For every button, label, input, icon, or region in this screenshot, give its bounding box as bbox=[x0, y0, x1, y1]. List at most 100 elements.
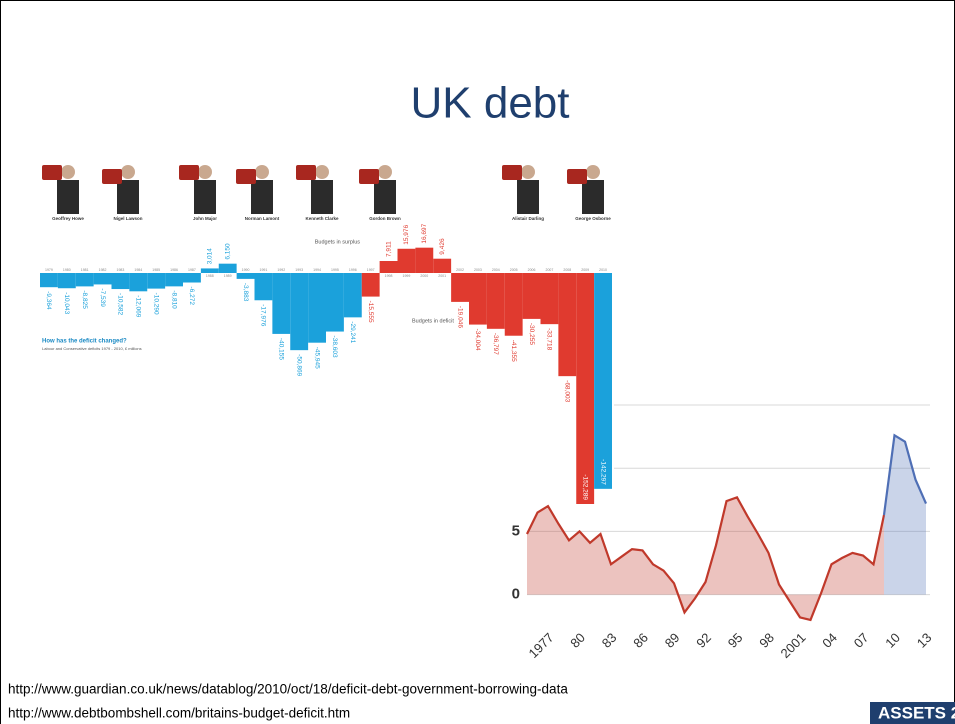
value-label: -152,289 bbox=[581, 474, 588, 500]
bar bbox=[147, 273, 166, 289]
x-tick-label: 1994 bbox=[313, 268, 321, 272]
value-label: 9,426 bbox=[439, 238, 446, 255]
bar bbox=[361, 273, 380, 297]
value-label: -36,797 bbox=[492, 333, 499, 355]
value-label: -9,364 bbox=[45, 291, 52, 310]
value-label: -3,883 bbox=[242, 283, 249, 302]
annotation: Budgets in surplus bbox=[315, 239, 360, 245]
x-tick-label: 1984 bbox=[134, 268, 142, 272]
leader-name: Nigel Lawson bbox=[113, 216, 142, 221]
x-tick-label: 1989 bbox=[224, 274, 232, 278]
x-tick-label: 1997 bbox=[367, 268, 375, 272]
leader-name: Geoffrey Howe bbox=[52, 216, 84, 221]
source-link[interactable]: http://www.debtbombshell.com/britains-bu… bbox=[8, 706, 350, 721]
line bbox=[526, 495, 886, 622]
source-link[interactable]: http://www.guardian.co.uk/news/datablog/… bbox=[8, 682, 568, 697]
x-tick-label: 2006 bbox=[528, 268, 536, 272]
leader-body bbox=[582, 180, 604, 214]
x-tick-label: 2000 bbox=[420, 274, 428, 278]
x-tick-label: 1988 bbox=[206, 274, 214, 278]
x-tick-label: 2002 bbox=[456, 268, 464, 272]
bar bbox=[165, 273, 183, 287]
leader-body bbox=[57, 180, 79, 214]
x-tick-label: 2010 bbox=[599, 268, 607, 272]
x-tick-label: 1990 bbox=[242, 268, 250, 272]
value-label: -40,155 bbox=[278, 338, 285, 360]
value-label: 3,014 bbox=[207, 248, 214, 265]
bar bbox=[236, 273, 255, 279]
value-label: -10,043 bbox=[63, 292, 70, 314]
value-label: -12,069 bbox=[135, 295, 142, 317]
briefcase bbox=[502, 165, 522, 180]
briefcase bbox=[359, 169, 379, 184]
value-label: -10,582 bbox=[117, 293, 124, 315]
x-tick-label: 1981 bbox=[81, 268, 89, 272]
x-tick-label: 1982 bbox=[99, 268, 107, 272]
briefcase bbox=[296, 165, 316, 180]
line bbox=[882, 433, 928, 516]
bar bbox=[75, 273, 94, 287]
leader-head bbox=[121, 165, 135, 179]
value-label: -8,810 bbox=[170, 290, 177, 309]
bar bbox=[183, 273, 201, 283]
bar bbox=[343, 273, 362, 318]
x-tick-label: 1986 bbox=[170, 268, 178, 272]
briefcase bbox=[567, 169, 587, 184]
bar bbox=[558, 273, 577, 377]
leader-body bbox=[194, 180, 216, 214]
leader-head bbox=[521, 165, 535, 179]
value-label: -45,945 bbox=[313, 347, 320, 369]
leader-head bbox=[61, 165, 75, 179]
leader-name: Alistair Darling bbox=[512, 216, 544, 221]
bar bbox=[379, 261, 398, 273]
leader-body bbox=[374, 180, 396, 214]
bar bbox=[522, 273, 541, 319]
x-tick-label: 2009 bbox=[581, 268, 589, 272]
bar bbox=[40, 273, 58, 288]
leader-head bbox=[255, 165, 269, 179]
area bbox=[884, 435, 926, 595]
x-tick-label: 1992 bbox=[277, 268, 285, 272]
bar bbox=[326, 273, 344, 332]
value-label: -68,003 bbox=[564, 380, 571, 402]
x-tick-label: 2003 bbox=[474, 268, 482, 272]
bar bbox=[433, 258, 452, 273]
leader-name: Norman Lamont bbox=[245, 216, 280, 221]
deficit-chart: Geoffrey Howe Nigel Lawson John Major Norma… bbox=[38, 155, 614, 504]
bar bbox=[200, 268, 219, 273]
value-label: -10,290 bbox=[152, 293, 159, 315]
value-label: -17,976 bbox=[260, 304, 267, 326]
x-tick-label: 2001 bbox=[438, 274, 446, 278]
bar bbox=[415, 247, 434, 273]
briefcase bbox=[179, 165, 199, 180]
x-tick-label: 1998 bbox=[385, 274, 393, 278]
leader-name: Gordon Brown bbox=[369, 216, 401, 221]
bar bbox=[290, 273, 309, 351]
x-tick-label: 1980 bbox=[63, 268, 71, 272]
bar bbox=[397, 248, 416, 273]
bar bbox=[469, 273, 487, 325]
value-label: -38,603 bbox=[331, 336, 338, 358]
leader-body bbox=[311, 180, 333, 214]
area bbox=[527, 497, 884, 620]
leader-head bbox=[378, 165, 392, 179]
value-label: -6,272 bbox=[188, 287, 195, 306]
value-label: -7,539 bbox=[99, 288, 106, 307]
x-tick-label: 2004 bbox=[492, 268, 500, 272]
x-tick-label: 1993 bbox=[295, 268, 303, 272]
value-label: -29,241 bbox=[349, 321, 356, 343]
value-label: -142,297 bbox=[599, 459, 606, 485]
leader-head bbox=[198, 165, 212, 179]
value-label: -41,355 bbox=[510, 340, 517, 362]
briefcase bbox=[42, 165, 62, 180]
chart-subtitle: Labour and Conservative deficits 1979 - … bbox=[42, 346, 142, 351]
x-tick-label: 1987 bbox=[188, 268, 196, 272]
value-label: -15,555 bbox=[367, 301, 374, 323]
x-tick-label: 1996 bbox=[349, 268, 357, 272]
leader-name: John Major bbox=[193, 216, 217, 221]
briefcase bbox=[102, 169, 122, 184]
bar bbox=[272, 273, 291, 334]
x-tick-label: 1991 bbox=[260, 268, 268, 272]
value-label: -34,004 bbox=[474, 329, 481, 351]
